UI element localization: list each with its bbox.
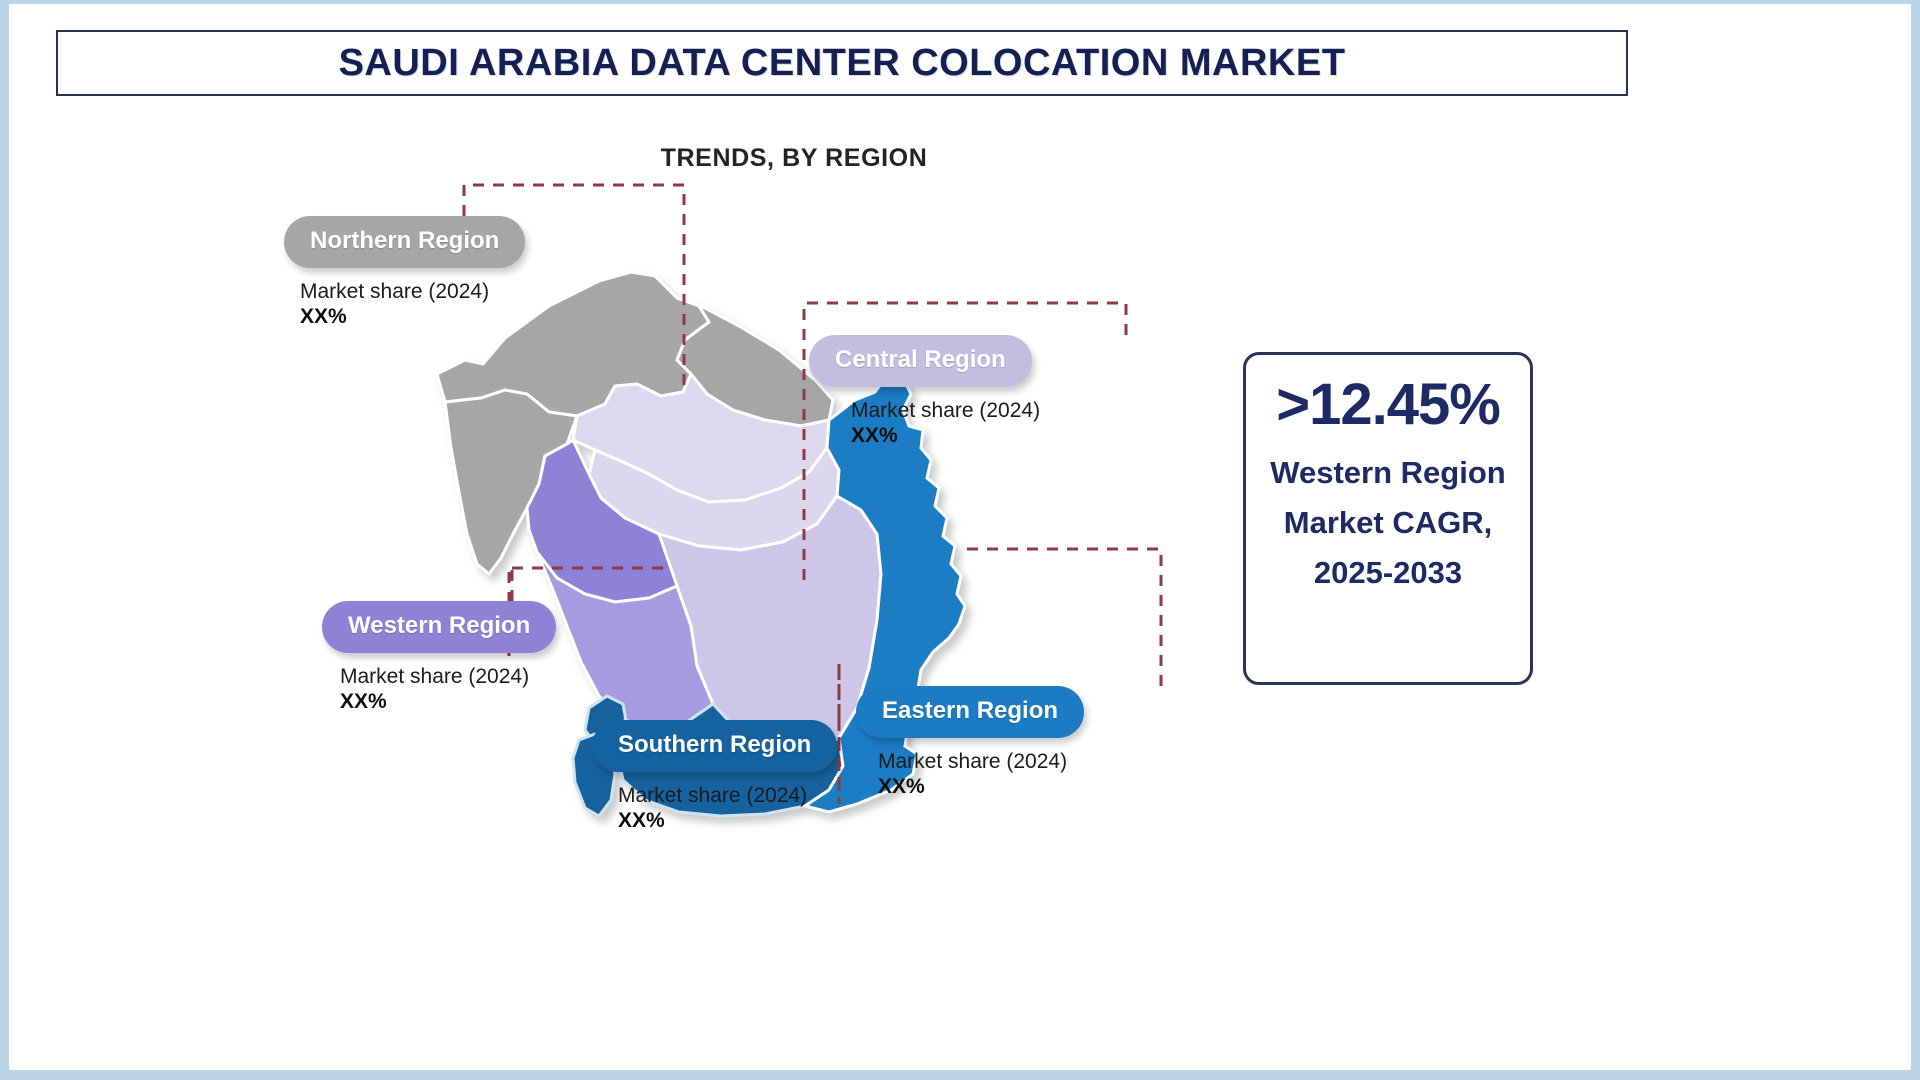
title-box: SAUDI ARABIA DATA CENTER COLOCATION MARK… [56,30,1628,96]
share-label-northern: Market share (2024) [300,280,490,303]
page-title: SAUDI ARABIA DATA CENTER COLOCATION MARK… [338,41,1346,84]
callout-eastern-region[interactable]: Eastern Region Market share (2024) XX% [856,686,1085,799]
cagr-value: >12.45% [1276,372,1501,437]
share-label-eastern: Market share (2024) [878,750,1068,773]
share-value-eastern: XX% [878,775,925,798]
share-label-western: Market share (2024) [340,665,530,688]
share-value-central: XX% [851,424,898,447]
region-pill-northern[interactable]: Northern Region [284,216,526,268]
region-pill-central[interactable]: Central Region [809,335,1032,387]
region-pill-southern[interactable]: Southern Region [592,720,838,772]
region-pill-eastern[interactable]: Eastern Region [856,686,1085,738]
cagr-highlight-panel: >12.45% Western Region Market CAGR, 2025… [1243,352,1533,685]
share-label-southern: Market share (2024) [618,784,808,807]
share-label-central: Market share (2024) [851,399,1041,422]
cagr-caption: Western Region Market CAGR, 2025-2033 [1270,454,1506,591]
share-value-northern: XX% [300,305,347,328]
callout-central-region[interactable]: Central Region Market share (2024) XX% [809,335,1040,448]
page-subtitle: TRENDS, BY REGION [660,144,928,172]
share-value-western: XX% [340,690,387,713]
callout-northern-region[interactable]: Northern Region Market share (2024) XX% [284,216,526,329]
share-value-southern: XX% [618,809,665,832]
callout-western-region[interactable]: Western Region Market share (2024) XX% [322,601,557,714]
callout-southern-region[interactable]: Southern Region Market share (2024) XX% [592,720,838,833]
region-pill-western[interactable]: Western Region [322,601,557,653]
